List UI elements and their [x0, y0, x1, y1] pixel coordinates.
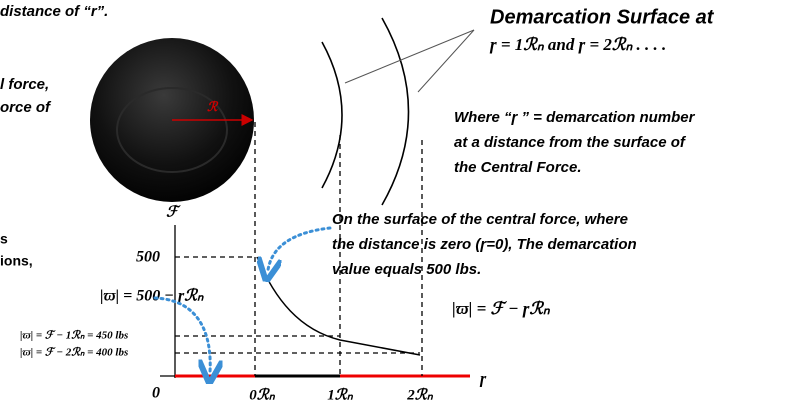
surface-1 — [322, 42, 342, 188]
pointer-line — [418, 30, 474, 92]
x-tick-label: 2ℛₙ — [406, 386, 433, 403]
level-label: |ϖ| = ℱ − 1ℛₙ = 450 lbs — [20, 330, 128, 342]
origin-label: 0 — [152, 385, 160, 402]
definition: at a distance from the surface of — [454, 134, 687, 151]
level-label: |ϖ| = ℱ − 2ℛₙ = 400 lbs — [20, 347, 128, 359]
y-axis-title: ℱ — [166, 204, 181, 220]
fragment: ions, — [0, 253, 33, 269]
fragment: orce of — [0, 99, 52, 116]
heading: Demarcation Surface at — [490, 6, 715, 28]
x-tick-label: 0ℛₙ — [249, 386, 275, 403]
note: the distance is zero (ɼ=0), The demarcat… — [332, 236, 637, 253]
x-tick-label: 1ℛₙ — [327, 386, 353, 403]
radius-label: ℛ — [207, 99, 219, 114]
note-arrow — [268, 228, 330, 270]
definition: the Central Force. — [454, 159, 582, 176]
fragment: s — [0, 231, 8, 247]
note: value equals 500 lbs. — [332, 261, 481, 278]
definition: Where “ɼ ” = demarcation number — [454, 109, 696, 126]
slide: distance of “r”. l force, orce of s ions… — [0, 0, 803, 413]
y-value: 500 — [136, 249, 160, 266]
x-axis-title: ɼ — [479, 371, 487, 388]
formula: |ϖ| = 500 − ɼℛₙ — [100, 288, 204, 305]
fragment: l force, — [0, 76, 49, 93]
heading-formula: ɼ = 1ℛₙ and ɼ = 2ℛₙ . . . . — [489, 35, 666, 54]
surface-2 — [382, 18, 409, 205]
formula: |ϖ| = ℱ − ɼℛₙ — [452, 299, 551, 318]
note: On the surface of the central force, whe… — [332, 211, 628, 228]
formula-arrow — [155, 298, 210, 372]
pointer-line — [345, 30, 474, 83]
fragment: distance of “r”. — [0, 3, 108, 20]
